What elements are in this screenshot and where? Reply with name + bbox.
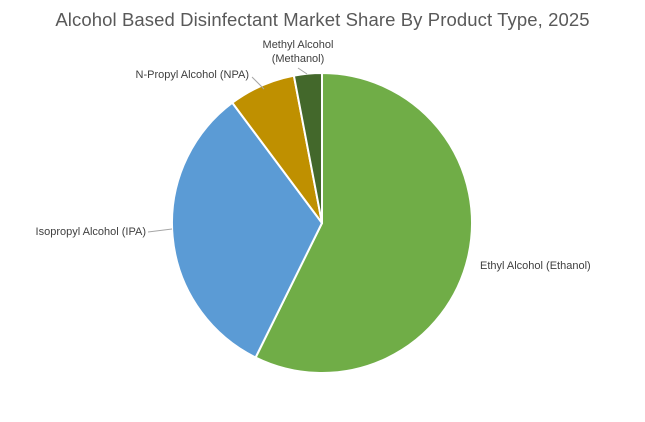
chart-title: Alcohol Based Disinfectant Market Share …	[55, 9, 590, 30]
leader-lines-layer	[147, 67, 308, 233]
leader-line-isopropyl-alcohol-ipa	[147, 228, 173, 233]
data-label-isopropyl-alcohol-ipa: Isopropyl Alcohol (IPA)	[36, 226, 146, 238]
pie-slice-methyl-alcohol-methanol	[292, 72, 323, 224]
pie-slice-isopropyl-alcohol-ipa	[170, 101, 323, 359]
slices-layer	[170, 72, 473, 374]
data-label-ethyl-alcohol-ethanol: Ethyl Alcohol (Ethanol)	[480, 260, 591, 272]
data-label-methyl-alcohol-methanol: Methyl Alcohol (Methanol)	[263, 39, 334, 65]
leader-line-n-propyl-alcohol-npa	[251, 76, 265, 90]
leader-line-methyl-alcohol-methanol	[297, 67, 308, 75]
pie-slice-ethyl-alcohol-ethanol	[254, 72, 473, 374]
data-labels-layer: Ethyl Alcohol (Ethanol) Isopropyl Alcohol…	[36, 39, 591, 272]
data-label-n-propyl-alcohol-npa: N-Propyl Alcohol (NPA)	[136, 69, 250, 81]
